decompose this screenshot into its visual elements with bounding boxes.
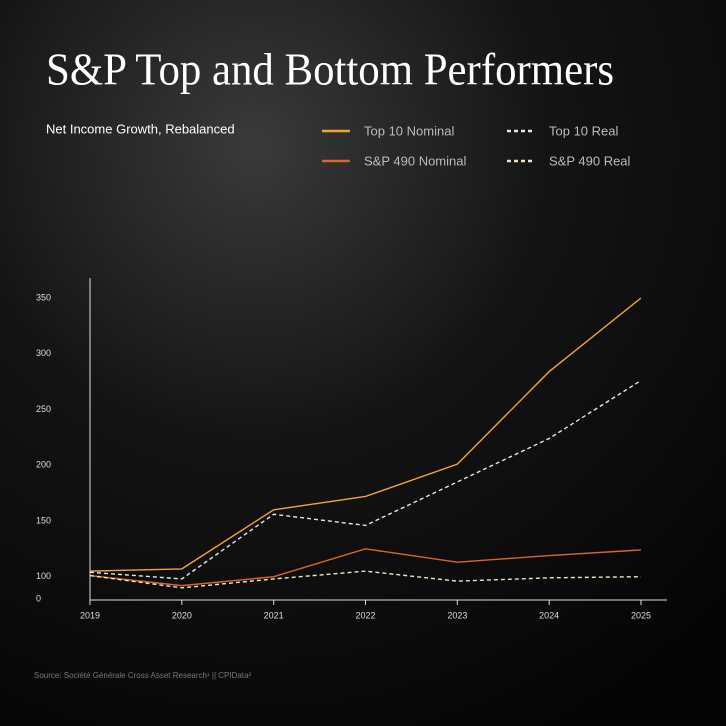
- series-line: [89, 570, 642, 589]
- series-line: [89, 548, 642, 587]
- series-line: [89, 379, 642, 580]
- chart-title: S&P Top and Bottom Performers: [46, 44, 614, 95]
- y-tick-label: 250: [36, 404, 51, 414]
- x-tick-label: 2023: [447, 610, 467, 620]
- source: Source: Société Générale Cross Asset Res…: [34, 671, 251, 680]
- x-tick-label: 2019: [80, 610, 100, 620]
- y-tick-label: 200: [36, 460, 51, 470]
- chart-subtitle: Net Income Growth, Rebalanced: [46, 121, 235, 136]
- legend-label: Top 10 Real: [549, 123, 618, 138]
- x-tick-label: 2024: [539, 610, 559, 620]
- x-tick-label: 2021: [264, 610, 284, 620]
- legend-label: S&P 490 Nominal: [364, 153, 466, 168]
- y-tick-label: 350: [36, 292, 51, 302]
- y-tick-label: 0: [36, 593, 41, 603]
- legend-label: S&P 490 Real: [549, 153, 631, 168]
- x-tick-label: 2022: [355, 610, 375, 620]
- x-tick-label: 2020: [172, 610, 192, 620]
- y-tick-label: 150: [36, 515, 51, 525]
- series-line: [89, 297, 642, 572]
- y-tick-label: 100: [36, 571, 51, 581]
- legend-label: Top 10 Nominal: [364, 123, 454, 138]
- y-tick-label: 300: [36, 348, 51, 358]
- x-tick-label: 2025: [631, 610, 651, 620]
